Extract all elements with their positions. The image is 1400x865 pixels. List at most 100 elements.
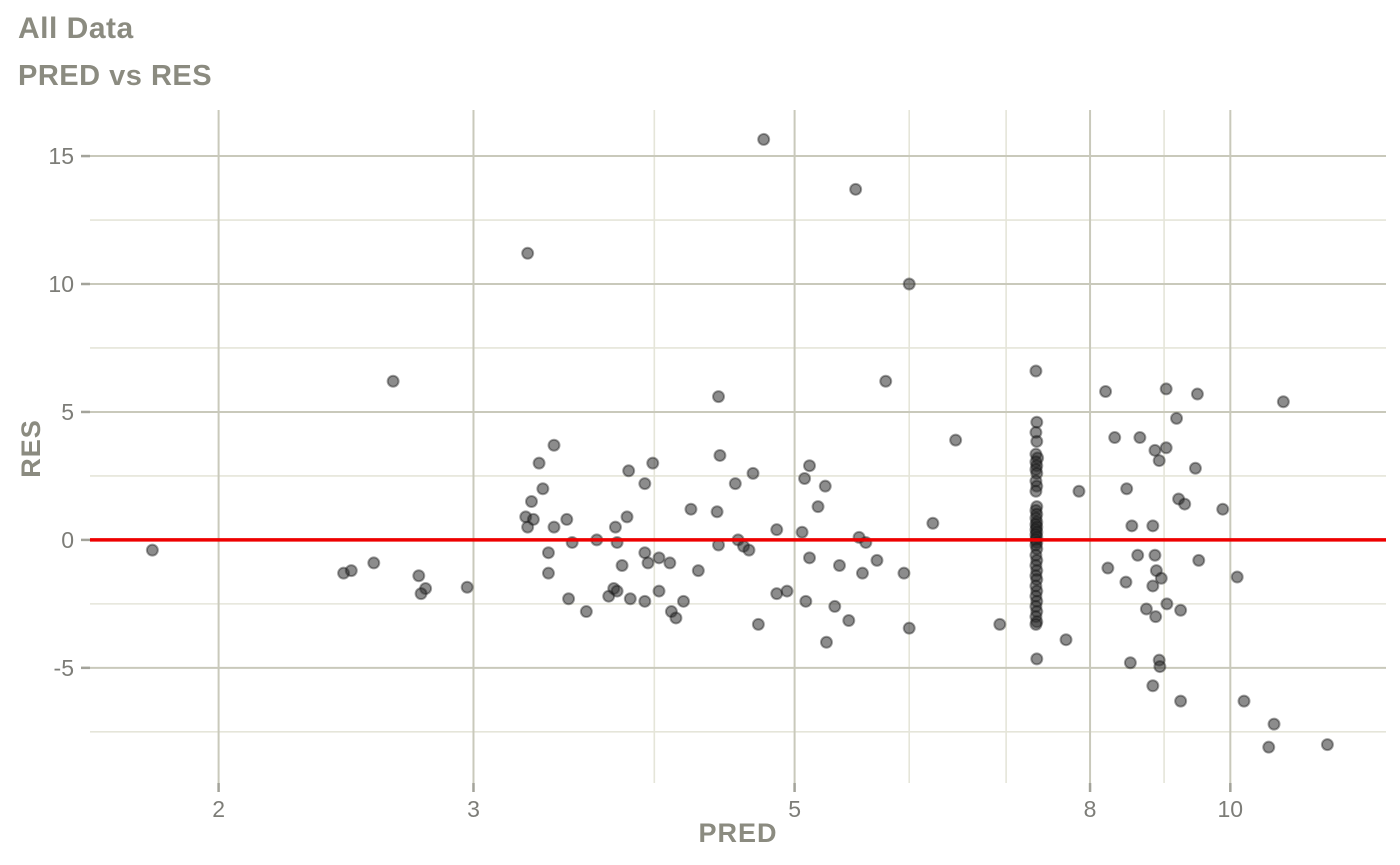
- data-point: [547, 438, 561, 452]
- data-point: [811, 500, 825, 514]
- y-tick-label: 5: [61, 399, 74, 425]
- data-point: [1174, 603, 1188, 617]
- data-point: [1159, 441, 1173, 455]
- data-point: [780, 584, 794, 598]
- data-point: [1152, 454, 1166, 468]
- data-point: [1160, 597, 1174, 611]
- data-point: [547, 520, 561, 534]
- data-point: [1146, 519, 1160, 533]
- data-point: [1029, 617, 1043, 631]
- data-point: [902, 621, 916, 635]
- data-point: [746, 466, 760, 480]
- data-point: [560, 512, 574, 526]
- data-point: [526, 512, 540, 526]
- data-point: [1146, 579, 1160, 593]
- y-tick-label: 0: [61, 527, 74, 553]
- data-point: [993, 617, 1007, 631]
- data-point: [1148, 548, 1162, 562]
- data-point: [684, 502, 698, 516]
- data-point: [1125, 519, 1139, 533]
- data-point: [1190, 387, 1204, 401]
- data-point: [1262, 740, 1276, 754]
- y-tick-label: -5: [54, 655, 74, 681]
- data-point: [855, 566, 869, 580]
- data-point: [1148, 443, 1162, 457]
- y-tick-label: 15: [48, 143, 74, 169]
- data-point: [541, 546, 555, 560]
- data-point: [145, 543, 159, 557]
- y-axis-title: RES: [16, 419, 46, 478]
- x-tick-label: 8: [1084, 796, 1097, 822]
- data-point: [770, 587, 784, 601]
- data-point: [652, 551, 666, 565]
- data-point: [1159, 382, 1173, 396]
- data-point: [949, 433, 963, 447]
- data-point: [713, 448, 727, 462]
- data-point: [610, 584, 624, 598]
- data-point: [1170, 411, 1184, 425]
- data-point: [691, 564, 705, 578]
- data-point: [879, 374, 893, 388]
- data-point: [1101, 561, 1115, 575]
- data-point: [1099, 384, 1113, 398]
- data-point: [728, 477, 742, 491]
- data-point: [1188, 461, 1202, 475]
- y-tick-label: 10: [48, 271, 74, 297]
- data-point: [669, 611, 683, 625]
- data-point: [521, 520, 535, 534]
- x-tick-label: 2: [212, 796, 225, 822]
- x-axis-title: PRED: [698, 818, 778, 848]
- data-point: [1174, 694, 1188, 708]
- data-point: [712, 390, 726, 404]
- data-point: [414, 587, 428, 601]
- data-point: [799, 594, 813, 608]
- data-point: [1153, 660, 1167, 674]
- data-point: [344, 564, 358, 578]
- data-point: [638, 594, 652, 608]
- data-point: [819, 635, 833, 649]
- data-point: [532, 456, 546, 470]
- data-point: [641, 556, 655, 570]
- data-point: [536, 482, 550, 496]
- data-point: [751, 617, 765, 631]
- data-point: [1120, 482, 1134, 496]
- data-point: [832, 558, 846, 572]
- chart-title: All Data: [18, 12, 134, 45]
- x-tick-label: 10: [1218, 796, 1244, 822]
- data-point: [652, 584, 666, 598]
- data-point: [386, 374, 400, 388]
- data-point: [897, 566, 911, 580]
- data-point: [1029, 484, 1043, 498]
- data-point: [1216, 502, 1230, 516]
- data-point: [638, 477, 652, 491]
- data-point: [1072, 484, 1086, 498]
- data-point: [849, 182, 863, 196]
- data-point: [646, 456, 660, 470]
- data-point: [1230, 570, 1244, 584]
- data-point: [367, 556, 381, 570]
- data-point: [742, 543, 756, 557]
- data-point: [1267, 717, 1281, 731]
- data-point: [1029, 364, 1043, 378]
- data-point: [412, 569, 426, 583]
- data-point: [460, 580, 474, 594]
- data-point: [757, 132, 771, 146]
- data-point: [1133, 431, 1147, 445]
- x-tick-label: 5: [788, 796, 801, 822]
- data-point: [1276, 395, 1290, 409]
- data-point: [926, 516, 940, 530]
- data-point: [710, 505, 724, 519]
- data-point: [803, 551, 817, 565]
- data-point: [870, 553, 884, 567]
- data-point: [620, 510, 634, 524]
- data-point: [521, 246, 535, 260]
- data-point: [562, 592, 576, 606]
- data-point: [524, 495, 538, 509]
- data-point: [676, 594, 690, 608]
- data-point: [1146, 679, 1160, 693]
- data-point: [1139, 602, 1153, 616]
- data-point: [608, 520, 622, 534]
- data-point: [902, 277, 916, 291]
- data-point: [615, 558, 629, 572]
